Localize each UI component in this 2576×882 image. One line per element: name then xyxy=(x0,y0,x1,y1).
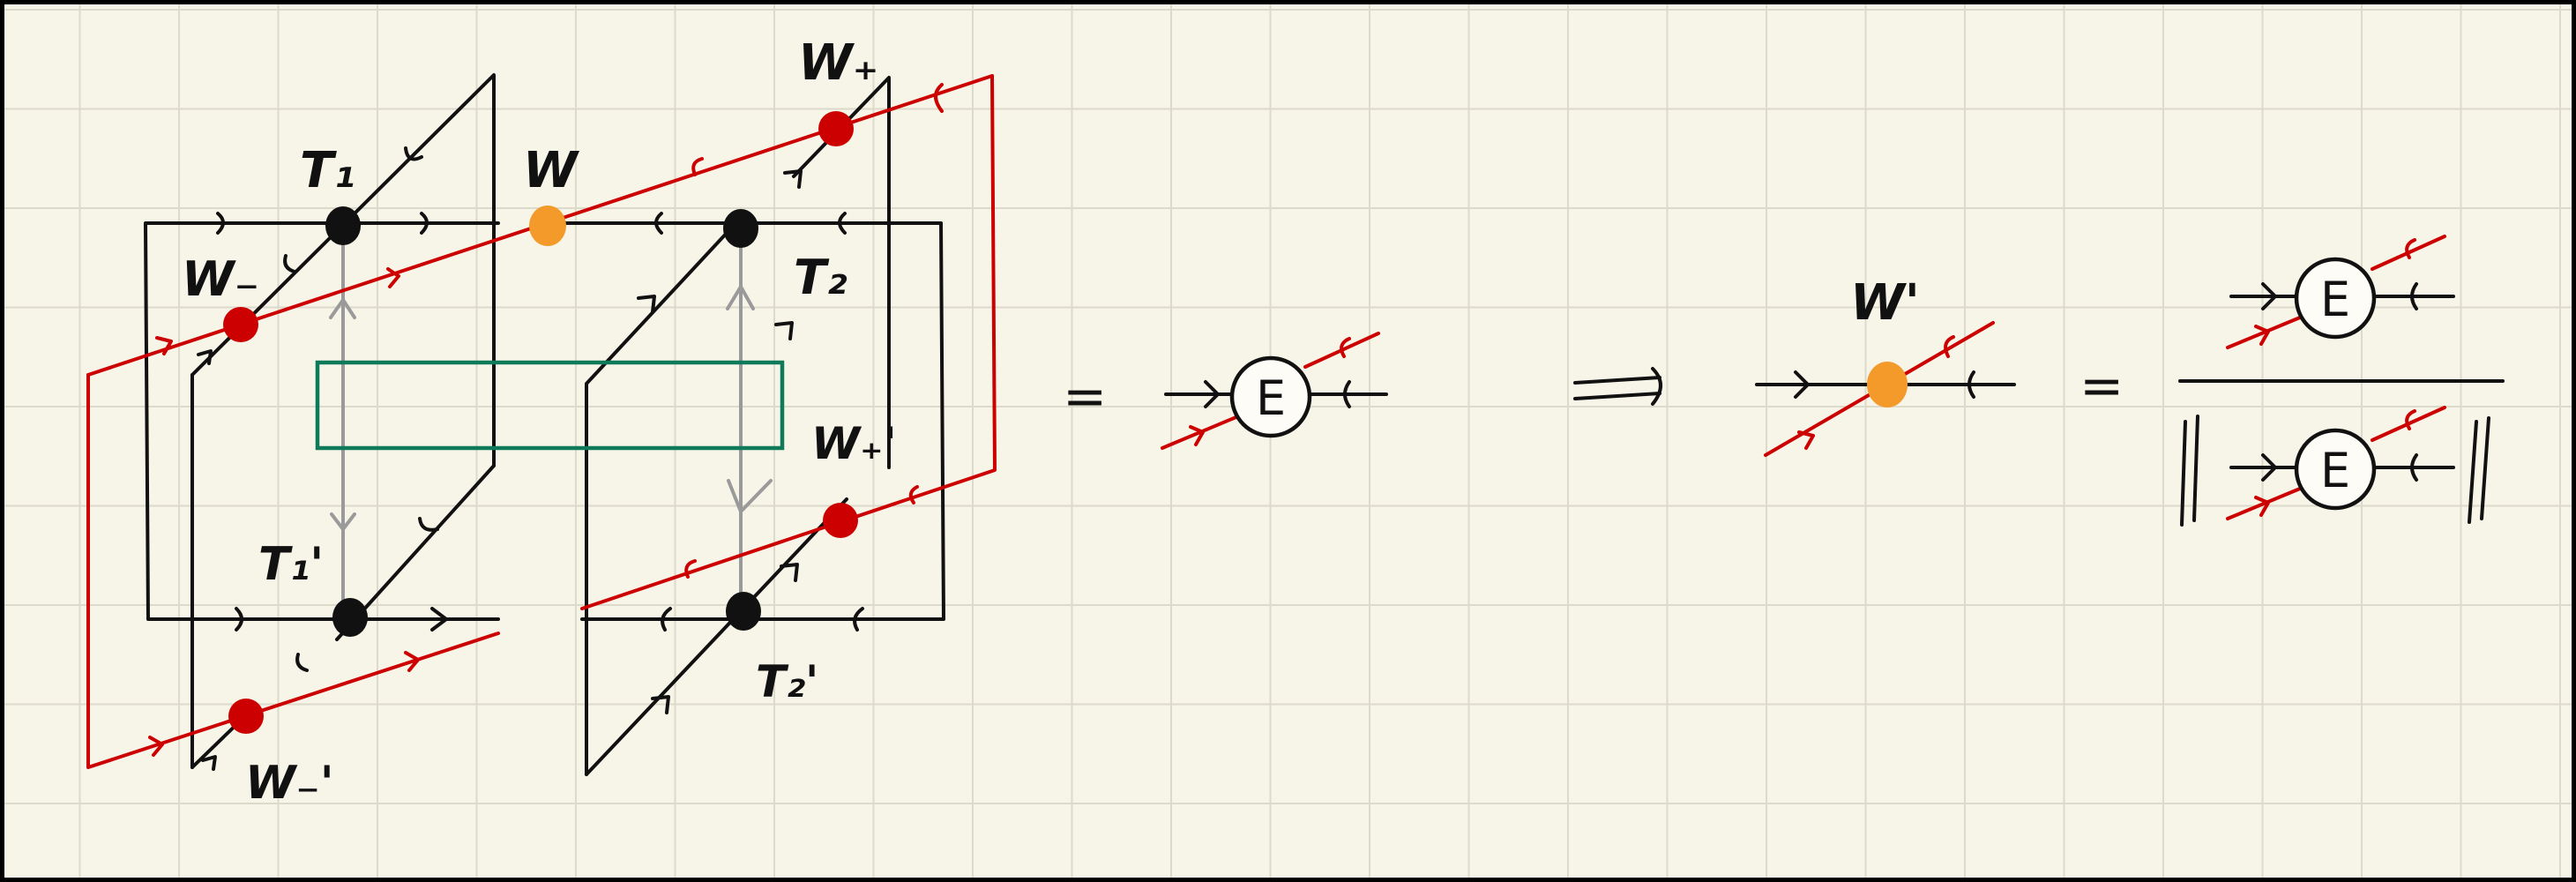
label-W-plus: W₊ xyxy=(798,34,878,92)
nodes xyxy=(223,111,858,734)
equals-sign-2: = xyxy=(2079,355,2124,417)
equation-2-lhs: W' xyxy=(1755,274,2016,457)
equals-sign-1: = xyxy=(1063,366,1107,428)
label-W-plus-prime: W₊' xyxy=(811,418,897,469)
label-W-minus-prime: W₋' xyxy=(245,757,334,810)
node-W xyxy=(529,206,566,246)
label-T2-prime: T₂' xyxy=(756,656,818,707)
red-direction-ticks xyxy=(148,83,944,757)
numerator-E-label: E xyxy=(2320,272,2350,327)
grey-vertical-links xyxy=(329,223,773,619)
norm-bars-left xyxy=(2180,415,2199,527)
right-sheet xyxy=(585,76,891,776)
label-T1: T₁ xyxy=(300,142,355,199)
node-W-minus xyxy=(223,307,258,342)
node-W-prime xyxy=(1867,362,1908,407)
fraction: E E xyxy=(2178,235,2505,527)
node-W-plus xyxy=(818,111,854,146)
equation-1: = E xyxy=(1063,332,1388,450)
node-W-minus-prime xyxy=(228,699,264,734)
implies-arrow xyxy=(1573,367,1662,406)
denominator-E-label: E xyxy=(2320,443,2350,498)
node-T2-prime xyxy=(726,592,761,631)
norm-bars-right xyxy=(2468,416,2490,524)
node-labels: T₁ W W₋ T₂ W₊ W₊' T₁' T₂' W₋' xyxy=(182,34,897,810)
numerator-E-node xyxy=(2294,257,2377,340)
node-T2 xyxy=(723,209,758,248)
label-W-prime: W' xyxy=(1850,274,1920,332)
label-T1-prime: T₁' xyxy=(258,538,324,591)
tensor-E-node xyxy=(1229,355,1312,438)
label-W: W xyxy=(523,142,580,199)
label-T2: T₂ xyxy=(794,250,847,305)
label-W-minus: W₋ xyxy=(182,251,259,307)
node-T1-prime xyxy=(332,598,368,637)
wire-direction-ticks xyxy=(197,146,864,771)
node-T1 xyxy=(325,206,361,245)
node-W-plus-prime xyxy=(823,503,858,538)
tensor-E-label: E xyxy=(1256,370,1286,426)
denominator-E-node xyxy=(2294,428,2377,511)
green-box xyxy=(315,360,785,451)
